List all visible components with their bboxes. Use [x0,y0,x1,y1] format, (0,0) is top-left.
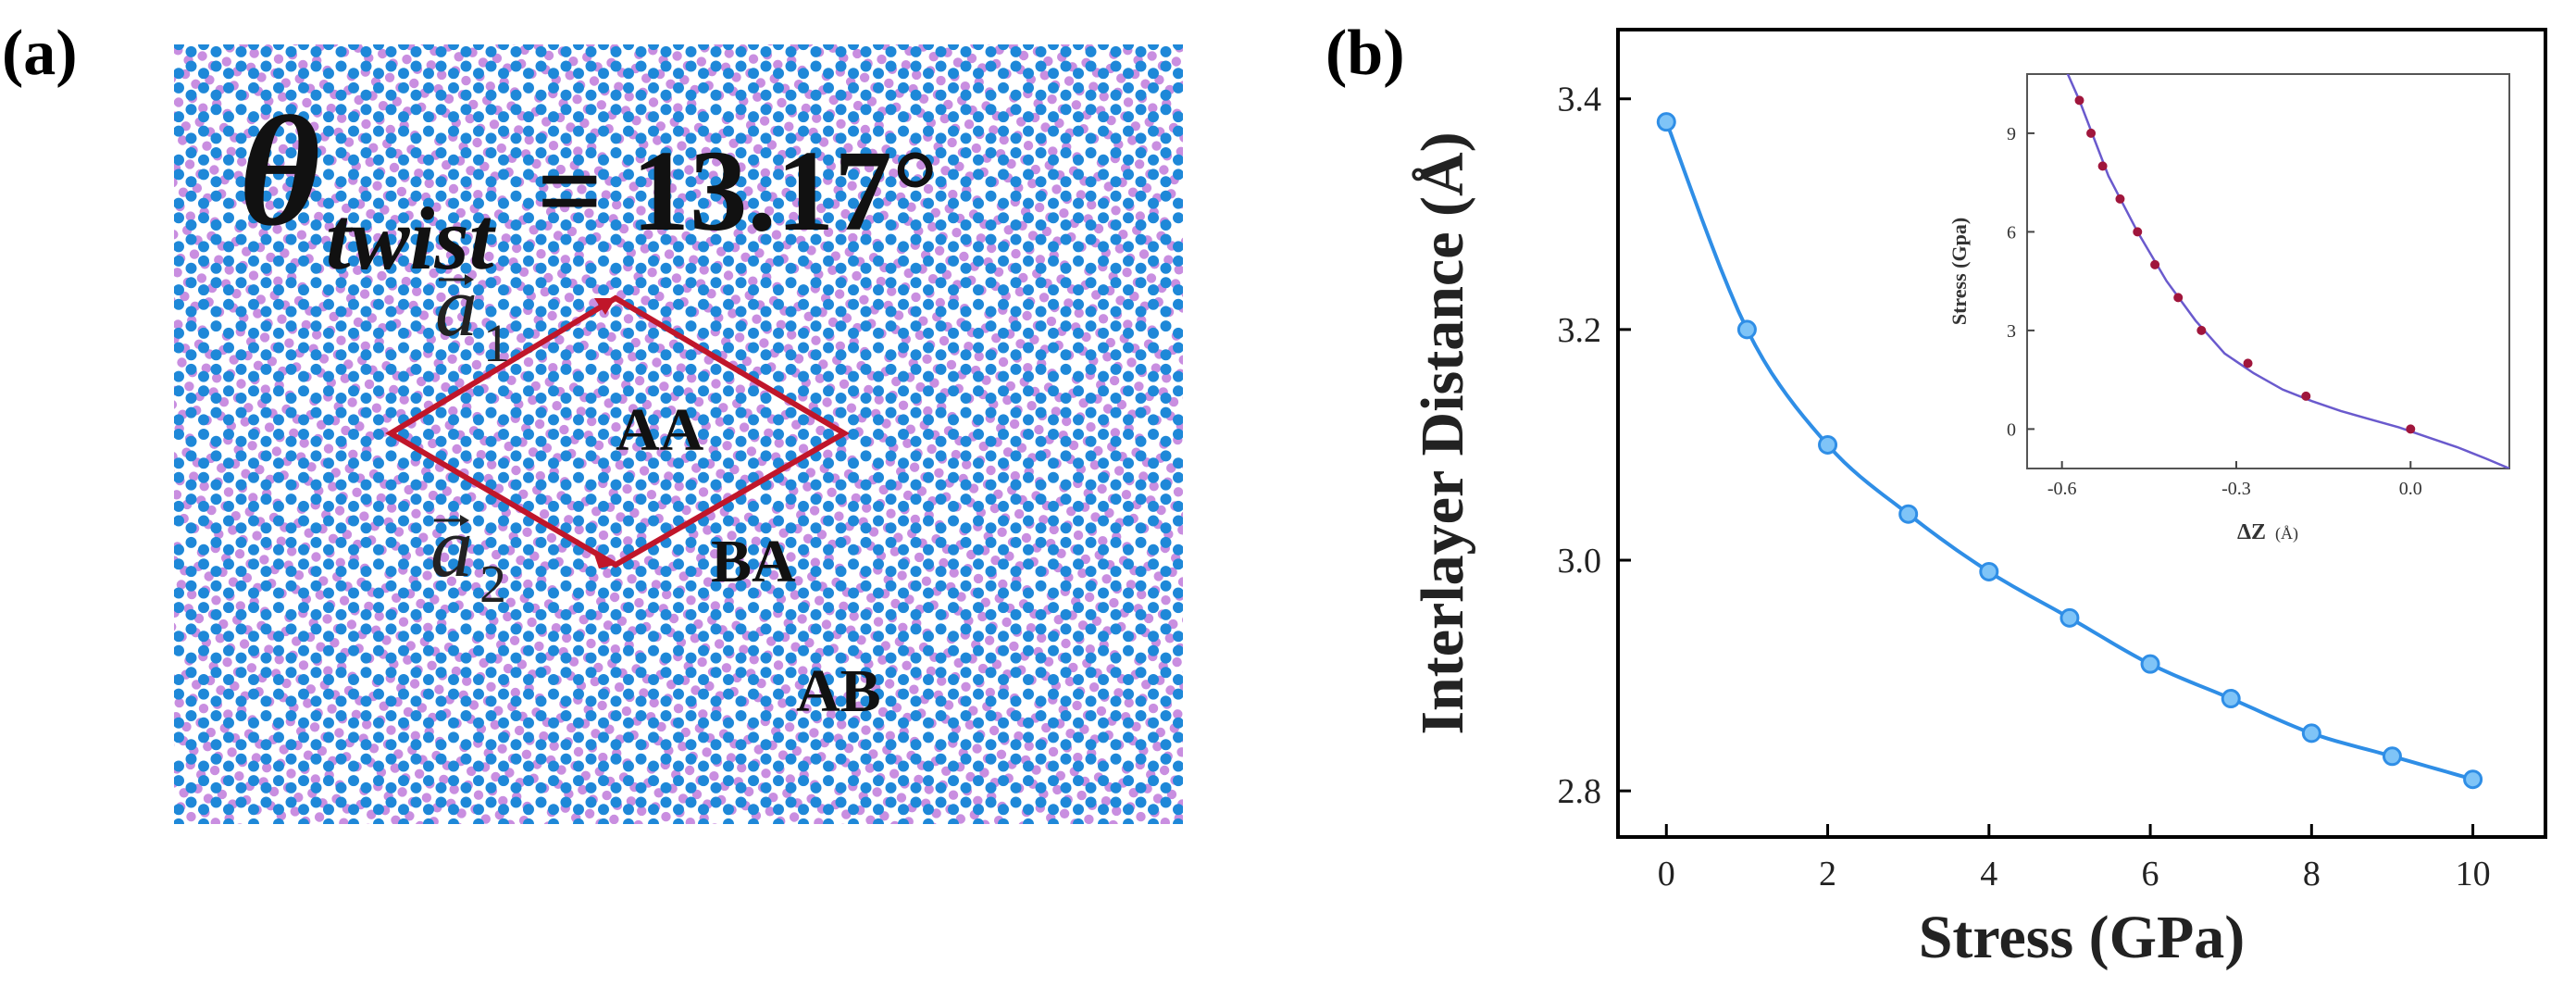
inset-data-point [2173,293,2184,303]
vector-a2-symbol: a [430,500,473,594]
vector-a1-overarrow-head [465,274,474,285]
vector-a1-arrowhead [594,298,616,315]
main-data-point [1656,112,1676,132]
inset-x-tick-label: -0.3 [2221,479,2251,499]
vector-a1-subscript: 1 [483,313,510,373]
inset-y-tick-label: 6 [2007,222,2016,243]
main-chart: 0 2 4 6 8 10 2.8 3.0 3.2 3.4 Stress (GPa) Interla… [1409,28,2547,971]
main-data-point [2140,654,2160,674]
inset-chart: -0.6 -0.3 0.0 0 3 6 9 ΔZ (Å) Stress (Gpa) [1948,73,2510,544]
panel-a-label: (a) [2,18,78,89]
inset-data-point [2150,259,2160,269]
vector-a2-subscript: 2 [479,554,506,614]
theta-subscript: twist [326,189,497,288]
inset-data-point [2243,358,2253,369]
main-data-point [1898,504,1919,524]
theta-symbol: θ [239,84,320,258]
main-data-point [1979,561,1999,581]
stacking-label-ab: AB [796,657,881,725]
lattice-layer-blue [174,44,1183,824]
main-y-tick-label: 3.0 [1558,542,1602,581]
main-x-tick-label: 10 [2456,855,2491,893]
main-data-point [1818,434,1838,455]
inset-data-point [2196,325,2207,335]
inset-data-point [2406,424,2416,434]
vector-a2-overarrow-head [460,515,469,526]
inset-y-tick-label: 3 [2007,321,2016,342]
main-x-tick-label: 6 [2142,855,2159,893]
vector-a2-arrowhead [593,552,616,568]
inset-data-point [2301,391,2311,401]
main-data-point [2382,746,2402,767]
inset-background [2027,74,2509,469]
main-x-axis-title: Stress (GPa) [1919,904,2246,971]
inset-data-point [2086,128,2097,138]
inset-x-axis-symbol: ΔZ [2237,520,2266,544]
lattice-image [174,44,1183,824]
inset-y-tick-label: 9 [2007,124,2016,144]
unit-cell-rhombus [385,294,850,568]
stacking-label-ba: BA [711,528,796,595]
panel-b-label: (b) [1325,18,1405,89]
inset-data-point [2074,95,2084,106]
main-y-tick-label: 3.2 [1558,311,1602,350]
inset-data-point [2115,194,2125,204]
main-data-point [1736,319,1757,340]
stacking-label-aa: AA [616,396,704,464]
main-x-tick-label: 2 [1819,855,1836,893]
main-y-tick-label: 2.8 [1558,772,1602,811]
inset-plot-frame [2026,73,2510,469]
inset-data-point [2133,227,2143,237]
main-data-point [2060,607,2080,628]
inset-y-axis-title: Stress (Gpa) [1948,218,1971,325]
inset-x-axis-title: ΔZ (Å) [2237,520,2298,544]
lattice-atoms [174,44,1183,824]
inset-axis-ticks: -0.6 -0.3 0.0 0 3 6 9 [2007,124,2422,499]
vector-a2-label: a 2 [430,500,506,614]
main-data-point [2301,723,2321,743]
main-y-axis-title: Interlayer Distance (Å) [1409,131,1476,734]
inset-x-axis-unit: (Å) [2275,524,2298,543]
main-plot-frame [1616,28,2547,839]
inset-series-points [2074,95,2416,434]
main-x-tick-label: 0 [1658,855,1675,893]
main-y-tick-label: 3.4 [1558,81,1602,119]
inset-data-point [2097,161,2108,171]
inset-fit-curve [2066,74,2509,469]
main-x-tick-label: 8 [2303,855,2321,893]
inset-x-tick-label: 0.0 [2399,479,2422,499]
main-data-point [2221,689,2241,709]
main-x-tick-label: 4 [1980,855,1997,893]
main-axis-ticks: 0 2 4 6 8 10 2.8 3.0 3.2 3.4 [1558,81,2491,893]
inset-x-tick-label: -0.6 [2047,479,2077,499]
main-data-point [2463,769,2483,790]
moire-unit-cell [385,294,850,568]
inset-y-tick-label: 0 [2007,419,2016,440]
theta-value: = 13.17° [537,128,939,256]
main-series-points [1656,112,2483,790]
vector-a1-label: a 1 [435,259,510,373]
vector-a1-symbol: a [435,259,478,354]
